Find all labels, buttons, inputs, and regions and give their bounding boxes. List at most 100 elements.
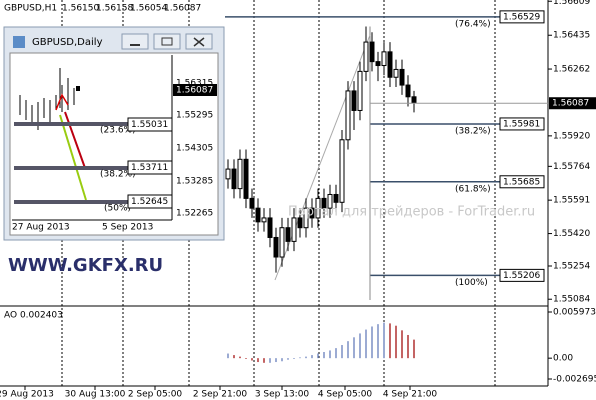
fib-price: 1.55206 bbox=[503, 271, 540, 281]
fib-percent: (38.2%) bbox=[455, 126, 491, 136]
price-label: 1.56262 bbox=[553, 65, 590, 75]
candle-body bbox=[273, 236, 279, 258]
candle-body bbox=[243, 158, 249, 199]
inset-price-label: 1.54305 bbox=[176, 144, 213, 154]
ao-axis-label: -0.002695 bbox=[553, 375, 596, 385]
inset-date: 27 Aug 2013 bbox=[12, 223, 70, 233]
inset-level-box bbox=[127, 117, 173, 132]
inset-line bbox=[64, 111, 86, 169]
candle-body bbox=[237, 158, 243, 190]
time-label: 29 Aug 2013 bbox=[0, 390, 54, 400]
price-label: 1.56435 bbox=[553, 31, 590, 41]
candle-body bbox=[375, 61, 381, 67]
candle-body bbox=[411, 96, 417, 104]
time-label: 4 Sep 05:00 bbox=[318, 390, 373, 400]
main-panel bbox=[225, 16, 500, 300]
inset-price-label: 1.52265 bbox=[176, 209, 213, 219]
watermark: WWW.GKFX.RU bbox=[8, 255, 163, 276]
candle-body bbox=[369, 41, 375, 63]
ao-label: AO 0.002403 bbox=[4, 311, 63, 321]
candle-body bbox=[315, 197, 321, 219]
time-label: 2 Sep 05:00 bbox=[128, 390, 183, 400]
time-label: 3 Sep 13:00 bbox=[255, 390, 310, 400]
fib-price-box bbox=[499, 117, 545, 131]
candle-body bbox=[285, 227, 291, 242]
candle-body bbox=[309, 207, 315, 219]
candle-body bbox=[327, 193, 333, 209]
inset-level-box bbox=[127, 160, 173, 175]
maximize-button[interactable] bbox=[153, 33, 181, 50]
fib-price-box bbox=[499, 10, 545, 24]
minimize-button[interactable] bbox=[121, 33, 149, 50]
inset-level-percent: (38.2%) bbox=[100, 170, 136, 180]
watermark: Портал для трейдеров - ForTrader.ru bbox=[288, 205, 535, 220]
high: 1.56158 bbox=[96, 4, 133, 14]
time-label: 4 Sep 21:00 bbox=[383, 390, 438, 400]
inset-title: GBPUSD,Daily bbox=[32, 37, 103, 48]
fib-price: 1.55981 bbox=[503, 119, 540, 129]
inset-level-price: 1.52645 bbox=[131, 197, 168, 207]
current-price: 1.56087 bbox=[552, 99, 589, 109]
candle-body bbox=[351, 90, 357, 111]
candle-body bbox=[225, 168, 231, 180]
candle-body bbox=[231, 168, 237, 190]
fib-percent: (61.8%) bbox=[455, 184, 491, 194]
inset-level-price: 1.55031 bbox=[131, 120, 168, 130]
inset-plot bbox=[9, 52, 219, 236]
candle-body bbox=[333, 193, 339, 203]
inset-price-label: 1.56315 bbox=[176, 79, 213, 89]
ao-axis-label: 0.005973 bbox=[553, 308, 596, 318]
inset-level-percent: (23.6%) bbox=[100, 126, 136, 136]
candle-body bbox=[267, 217, 273, 238]
close-icon bbox=[193, 37, 205, 47]
inset-zigzag bbox=[55, 93, 69, 111]
inset-level bbox=[14, 166, 128, 170]
open: 1.56150 bbox=[62, 4, 99, 14]
candle-body bbox=[339, 139, 345, 203]
inset-level bbox=[14, 200, 128, 204]
fib-percent: (100%) bbox=[455, 278, 488, 288]
inset-line bbox=[59, 114, 87, 201]
inset-price-label: 1.55295 bbox=[176, 111, 213, 121]
fib-price: 1.55685 bbox=[503, 177, 540, 187]
close: 1.56087 bbox=[164, 4, 201, 14]
inset-window[interactable]: GBPUSD,Daily (23.6%) (38.2%) (50%) 1.550… bbox=[3, 26, 225, 241]
candle-body bbox=[405, 84, 411, 98]
price-label: 1.55420 bbox=[553, 229, 590, 239]
candle-body bbox=[399, 68, 405, 86]
candle-body bbox=[357, 70, 363, 111]
low: 1.56054 bbox=[130, 4, 167, 14]
price-label: 1.56609 bbox=[553, 0, 590, 7]
price-label: 1.55591 bbox=[553, 196, 590, 206]
fib-price-box bbox=[499, 268, 545, 282]
maximize-icon bbox=[161, 37, 173, 46]
candle-body bbox=[381, 51, 387, 67]
inset-price-label: 1.53285 bbox=[176, 177, 213, 187]
ao-axis-label: 0.00 bbox=[553, 354, 573, 364]
inset-current-price: 1.56087 bbox=[176, 86, 213, 96]
symbol: GBPUSD,H1 bbox=[4, 4, 57, 14]
fib-price-box bbox=[499, 175, 545, 189]
inset-level-price: 1.53711 bbox=[131, 163, 168, 173]
inset-level-percent: (50%) bbox=[104, 204, 131, 214]
inset-candles bbox=[19, 78, 75, 130]
time-label: 30 Aug 13:00 bbox=[65, 390, 126, 400]
inset-icon bbox=[13, 36, 25, 48]
candle-body bbox=[321, 197, 327, 209]
candle-body bbox=[363, 41, 369, 72]
inset-candle bbox=[76, 86, 80, 91]
current-price-box bbox=[549, 97, 596, 110]
candle-body bbox=[297, 217, 303, 229]
candle-body bbox=[387, 51, 393, 78]
candle-body bbox=[345, 90, 351, 141]
price-label: 1.55254 bbox=[553, 262, 590, 272]
candle-body bbox=[291, 217, 297, 242]
price-label: 1.55764 bbox=[553, 162, 590, 172]
candle-body bbox=[279, 227, 285, 258]
inset-level-box bbox=[127, 194, 173, 209]
inset-date: 5 Sep 2013 bbox=[102, 223, 153, 233]
price-label: 1.55084 bbox=[553, 295, 590, 305]
candle-body bbox=[255, 207, 261, 223]
candle-body bbox=[261, 217, 267, 223]
